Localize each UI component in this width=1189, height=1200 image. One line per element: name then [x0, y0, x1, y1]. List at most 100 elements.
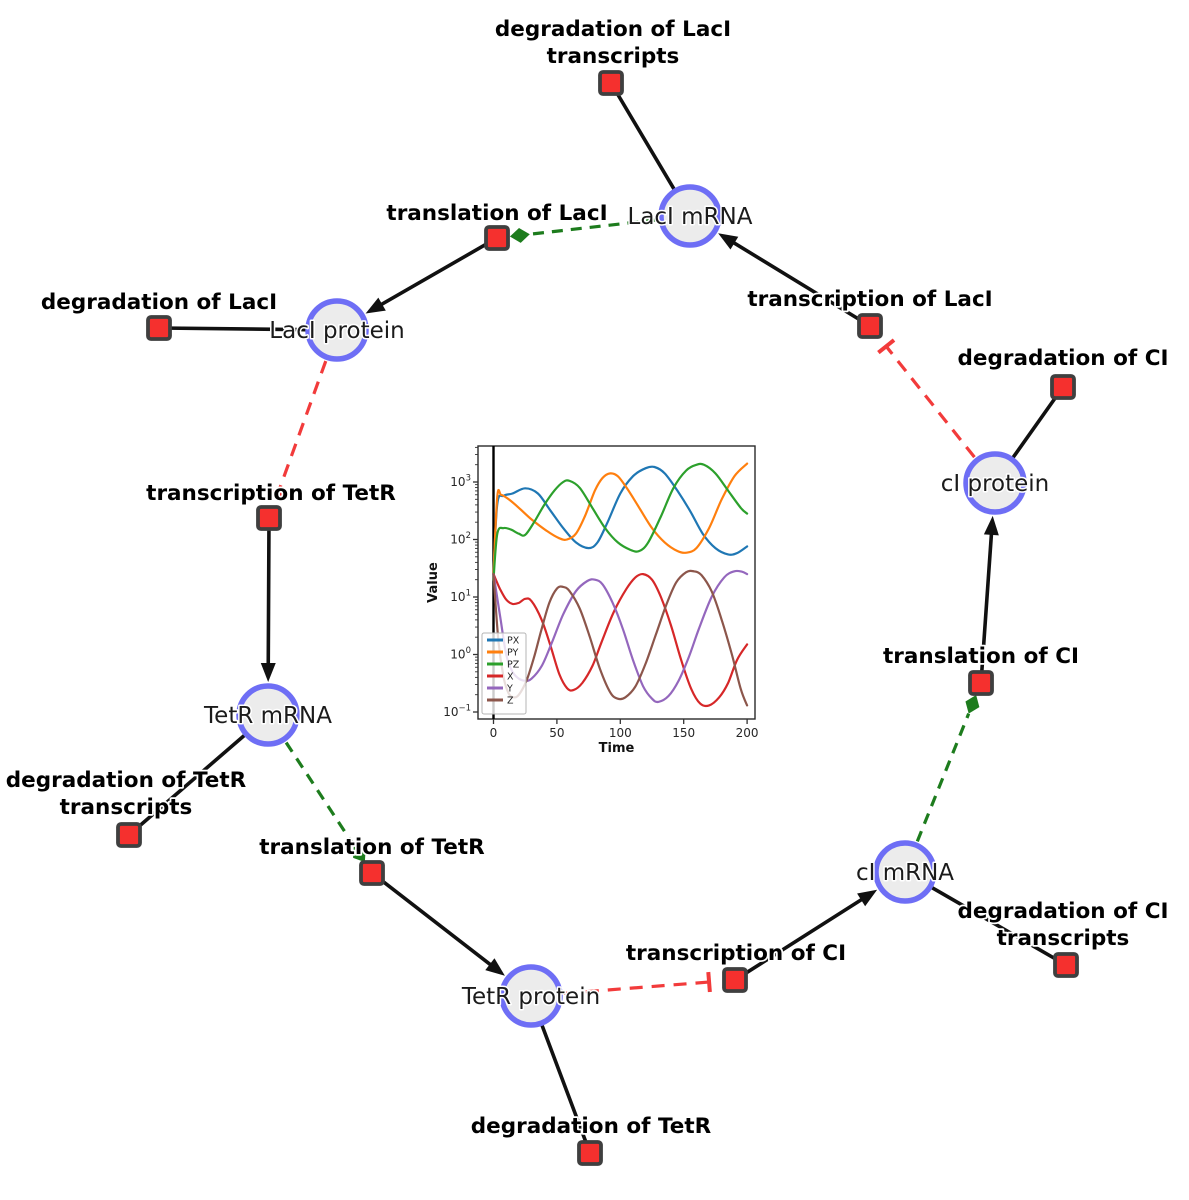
y-tick-label: 100 — [450, 646, 471, 662]
y-tick-label: 102 — [450, 531, 471, 547]
edge-inhibition-laci-protein-to-transcription-tetr — [267, 360, 328, 499]
reaction-label-deg-tetr-tx-line2: transcripts — [60, 795, 193, 820]
x-tick-label: 0 — [490, 726, 498, 740]
reaction-node-deg-laci — [146, 315, 172, 341]
arrowhead-icon — [857, 889, 878, 907]
x-axis-title: Time — [599, 741, 635, 756]
legend-label-Z: Z — [507, 696, 514, 707]
edge-inhibition-ci-protein-to-transcription-laci — [877, 338, 976, 459]
edge-production-translation-laci-to-laci-protein — [365, 242, 489, 314]
series-line-PZ — [492, 462, 749, 581]
species-label-tetr-protein: TetR protein — [461, 984, 600, 1010]
edge-production-transcription-tetr-to-tetr-mrna — [260, 528, 276, 683]
reaction-label-transcription-laci: transcription of LacI — [747, 287, 992, 312]
edge-production-translation-ci-to-ci-protein — [980, 515, 999, 673]
reaction-node-transcription-tetr — [256, 505, 282, 531]
edge-modifier-ci-mrna-to-translation-ci — [915, 695, 980, 842]
reaction-node-translation-laci — [484, 225, 510, 251]
edge-consumption-tetr-mrna-to-deg-tetr-tx — [127, 733, 247, 837]
edge-modifier-laci-mrna-to-translation-laci — [509, 218, 658, 243]
species-node-tetr-protein — [499, 964, 563, 1028]
reaction-label-translation-ci: translation of CI — [883, 644, 1079, 669]
series-line-PX — [492, 465, 749, 576]
reaction-node-deg-ci-tx — [1053, 952, 1079, 978]
edge-modifier-tetr-mrna-to-translation-tetr — [284, 741, 366, 863]
legend-label-X: X — [507, 672, 514, 683]
x-tick-label: 150 — [672, 726, 695, 740]
edge-consumption-ci-mrna-to-deg-ci-tx — [930, 885, 1068, 967]
arrowhead-icon — [485, 958, 505, 976]
reaction-label-deg-laci-tx-line1: degradation of LacI — [495, 17, 731, 42]
modifier-diamond-icon — [353, 845, 366, 863]
reaction-node-transcription-ci — [722, 967, 748, 993]
series-line-X — [492, 572, 749, 708]
species-node-ci-mrna — [873, 840, 937, 904]
edge-consumption-laci-protein-to-deg-laci — [157, 326, 308, 332]
reaction-label-translation-laci: translation of LacI — [386, 201, 607, 226]
edge-production-transcription-laci-to-laci-mrna — [718, 233, 862, 322]
series-line-PY — [492, 462, 749, 576]
species-node-ci-protein — [963, 451, 1027, 515]
y-axis-title: Value — [426, 562, 441, 603]
arrowhead-icon — [260, 662, 276, 683]
timeseries-plot: 0 50 100 150 200Time10−1100101102103ValuePXP… — [426, 445, 759, 756]
edge-production-translation-tetr-to-tetr-protein — [379, 878, 505, 976]
reaction-label-deg-ci: degradation of CI — [958, 346, 1169, 371]
edges-layer — [127, 81, 1068, 1155]
reaction-label-deg-tetr: degradation of TetR — [471, 1114, 712, 1139]
edge-consumption-tetr-protein-to-deg-tetr — [540, 1023, 592, 1155]
reaction-label-transcription-ci: transcription of CI — [626, 941, 846, 966]
y-tick-label: 10−1 — [443, 704, 471, 720]
modifier-diamond-icon — [965, 695, 980, 714]
edge-consumption-laci-mrna-to-deg-laci-tx — [609, 81, 676, 192]
edge-production-transcription-ci-to-ci-mrna — [743, 889, 878, 976]
legend-label-Y: Y — [506, 684, 513, 695]
species-label-tetr-mrna: TetR mRNA — [203, 703, 332, 729]
modifier-diamond-icon — [509, 227, 530, 243]
species-label-laci-mrna: LacI mRNA — [628, 204, 753, 230]
species-node-laci-mrna — [658, 184, 722, 248]
y-tick-label: 103 — [450, 474, 471, 490]
species-label-ci-protein: cI protein — [941, 471, 1050, 497]
arrowhead-icon — [718, 233, 739, 250]
nodes-layer — [116, 70, 1079, 1166]
reaction-node-transcription-laci — [857, 313, 883, 339]
reaction-label-deg-ci-tx-line2: transcripts — [997, 926, 1130, 951]
reaction-label-transcription-tetr: transcription of TetR — [146, 481, 396, 506]
reaction-node-deg-laci-tx — [598, 70, 624, 96]
species-label-laci-protein: LacI protein — [269, 318, 404, 344]
reaction-label-translation-tetr: translation of TetR — [259, 835, 485, 860]
reaction-node-translation-tetr — [359, 860, 385, 886]
reaction-node-deg-tetr — [577, 1140, 603, 1166]
x-tick-label: 100 — [609, 726, 632, 740]
species-node-laci-protein — [305, 298, 369, 362]
reaction-label-deg-laci: degradation of LacI — [41, 290, 277, 315]
x-tick-label: 50 — [549, 726, 564, 740]
x-tick-label: 200 — [736, 726, 759, 740]
reaction-node-deg-tetr-tx — [116, 822, 142, 848]
species-node-tetr-mrna — [236, 683, 300, 747]
legend-label-PZ: PZ — [507, 660, 520, 671]
arrowhead-icon — [365, 297, 386, 314]
edge-inhibition-tetr-protein-to-transcription-ci — [563, 971, 712, 996]
reaction-label-deg-laci-tx-line2: transcripts — [547, 44, 680, 69]
reaction-label-deg-ci-tx-line1: degradation of CI — [958, 899, 1169, 924]
inhibition-tee-icon — [267, 488, 288, 499]
inhibition-tee-icon — [706, 971, 712, 993]
legend-box — [481, 632, 527, 715]
reaction-node-deg-ci — [1050, 374, 1076, 400]
plot-x-axis: 0 50 100 150 200 Time — [490, 719, 759, 756]
labels-layer: LacI mRNA LacI protein TetR mRNA TetR prote… — [4, 15, 1170, 1141]
plot-y-axis: 10−1 100 101 102 103 Value — [426, 446, 478, 720]
species-label-ci-mrna: cI mRNA — [856, 860, 954, 886]
reaction-label-deg-tetr-tx-line1: degradation of TetR — [6, 768, 247, 793]
inhibition-tee-icon — [877, 338, 896, 355]
y-tick-label: 101 — [450, 589, 471, 605]
legend-label-PX: PX — [507, 636, 520, 647]
arrowhead-icon — [983, 515, 999, 536]
reaction-node-translation-ci — [968, 670, 994, 696]
legend-label-PY: PY — [507, 648, 519, 659]
